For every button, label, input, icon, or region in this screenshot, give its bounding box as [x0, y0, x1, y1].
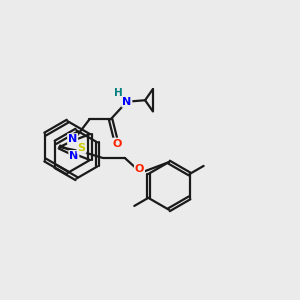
Text: O: O — [135, 164, 144, 174]
Text: H: H — [114, 88, 123, 98]
Text: N: N — [68, 134, 77, 144]
Text: N: N — [69, 151, 78, 161]
Text: O: O — [113, 139, 122, 148]
Text: N: N — [122, 97, 131, 107]
Text: S: S — [77, 143, 86, 153]
